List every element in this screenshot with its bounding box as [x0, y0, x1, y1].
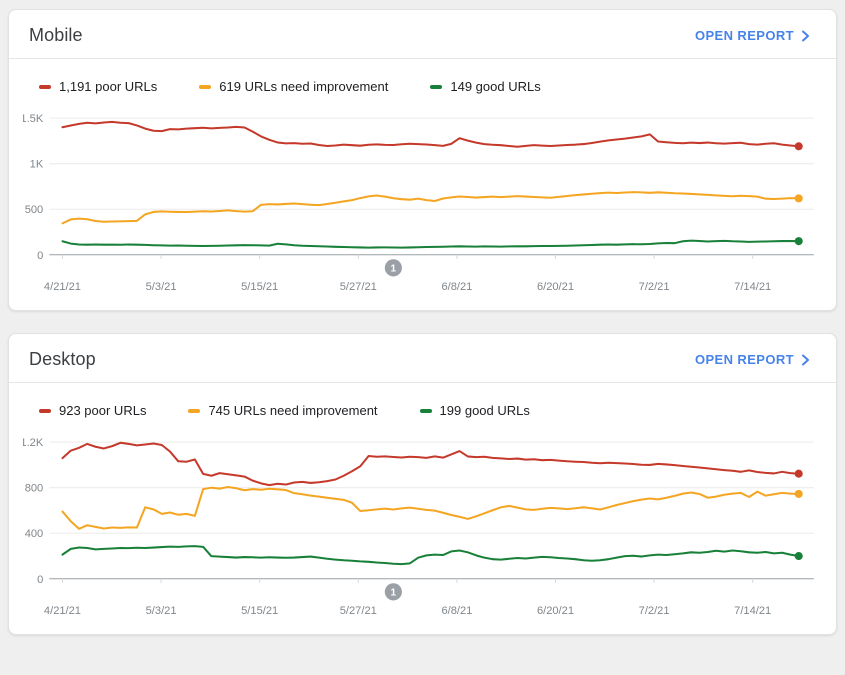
- legend-label: 199 good URLs: [439, 403, 530, 419]
- y-tick-label: 500: [25, 204, 44, 216]
- y-tick-label: 1.2K: [23, 437, 44, 449]
- x-tick-label: 7/2/21: [639, 605, 670, 617]
- mobile-card: Mobile OPEN REPORT 1,191 poor URLs 619 U…: [8, 9, 837, 312]
- good-line: [61, 239, 800, 249]
- x-tick-label: 4/21/21: [44, 281, 81, 293]
- poor-line: [61, 441, 800, 487]
- mobile-trend-chart[interactable]: 1.5K 1K 500 0 4/21/21 5/3/21 5/15/21 5/27/21 6/8…: [23, 102, 822, 296]
- open-report-label: OPEN REPORT: [694, 28, 794, 43]
- x-tick-label: 7/14/21: [734, 605, 771, 617]
- legend-label: 619 URLs need improvement: [219, 79, 389, 94]
- legend-item-needs-improvement[interactable]: 619 URLs need improvement: [199, 79, 388, 94]
- x-tick-label: 6/20/21: [537, 281, 574, 293]
- chevron-right-icon: [802, 354, 809, 366]
- legend-item-poor[interactable]: 1,191 poor URLs: [39, 79, 157, 94]
- desktop-card: Desktop OPEN REPORT 923 poor URLs 745 UR…: [8, 333, 837, 636]
- x-tick-label: 6/8/21: [441, 281, 472, 293]
- x-tick-label: 4/21/21: [44, 605, 81, 617]
- legend-item-needs-improvement[interactable]: 745 URLs need improvement: [188, 403, 378, 419]
- open-report-link[interactable]: OPEN REPORT: [695, 28, 810, 43]
- annotation-marker[interactable]: [384, 583, 402, 601]
- good-line: [61, 545, 800, 566]
- x-tick-label: 7/14/21: [734, 281, 771, 293]
- needs-improvement-end-dot: [794, 194, 803, 203]
- legend-item-poor[interactable]: 923 poor URLs: [39, 403, 146, 418]
- desktop-chart-area: 1.2K 800 400 0 4/21/21 5/3/21 5/15/21 5/27/21 6/…: [9, 424, 836, 634]
- good-line-swatch-icon: [430, 84, 443, 89]
- needs-improvement-line: [61, 486, 800, 531]
- annotation-marker[interactable]: [384, 259, 402, 277]
- legend-item-good[interactable]: 149 good URLs: [430, 79, 541, 94]
- x-tick-label: 5/27/21: [340, 281, 377, 293]
- y-tick-label: 0: [37, 250, 43, 262]
- open-report-label: OPEN REPORT: [694, 352, 794, 368]
- x-tick-label: 6/8/21: [441, 605, 472, 617]
- desktop-trend-chart[interactable]: 1.2K 800 400 0 4/21/21 5/3/21 5/15/21 5/27/21 6/…: [23, 426, 822, 620]
- x-tick-label: 5/15/21: [241, 281, 278, 293]
- page-title: Mobile: [29, 25, 83, 45]
- poor-line-swatch-icon: [39, 408, 51, 413]
- legend-label: 149 good URLs: [450, 79, 541, 94]
- y-tick-label: 800: [25, 483, 44, 495]
- mobile-legend: 1,191 poor URLs 619 URLs need improvemen…: [9, 59, 836, 100]
- open-report-link[interactable]: OPEN REPORT: [695, 352, 810, 367]
- y-tick-label: 400: [25, 528, 44, 540]
- poor-line-swatch-icon: [39, 84, 51, 89]
- x-tick-label: 7/2/21: [639, 281, 670, 293]
- y-tick-label: 1K: [30, 159, 44, 171]
- needs-improvement-line: [61, 191, 800, 225]
- mobile-chart-area: 1.5K 1K 500 0 4/21/21 5/3/21 5/15/21 5/27/21 6/8…: [9, 100, 836, 310]
- page-title: Desktop: [29, 349, 96, 370]
- good-end-dot: [794, 237, 803, 246]
- good-end-dot: [794, 552, 803, 561]
- poor-line: [61, 120, 800, 148]
- chevron-right-icon: [802, 30, 809, 41]
- desktop-legend: 923 poor URLs 745 URLs need improvement …: [9, 383, 836, 424]
- legend-label: 745 URLs need improvement: [208, 403, 378, 419]
- poor-end-dot: [794, 469, 803, 478]
- legend-label: 923 poor URLs: [59, 403, 147, 419]
- y-tick-label: 0: [37, 574, 43, 586]
- x-tick-label: 5/27/21: [340, 605, 377, 617]
- needs-improvement-end-dot: [794, 490, 803, 499]
- desktop-card-header: Desktop OPEN REPORT: [9, 334, 836, 382]
- x-tick-label: 5/3/21: [146, 281, 177, 293]
- y-tick-label: 1.5K: [23, 113, 44, 125]
- x-tick-label: 6/20/21: [537, 605, 574, 617]
- x-tick-label: 5/15/21: [241, 605, 278, 617]
- legend-item-good[interactable]: 199 good URLs: [419, 403, 530, 419]
- poor-end-dot: [794, 142, 803, 151]
- needs-improvement-line-swatch-icon: [199, 84, 212, 89]
- header-divider: [9, 58, 836, 59]
- annotation-marker-label: 1: [391, 264, 397, 275]
- needs-improvement-line-swatch-icon: [188, 408, 201, 413]
- x-tick-label: 5/3/21: [146, 605, 177, 617]
- good-line-swatch-icon: [419, 408, 432, 413]
- legend-label: 1,191 poor URLs: [59, 79, 158, 94]
- mobile-card-header: Mobile OPEN REPORT: [9, 10, 836, 58]
- annotation-marker-label: 1: [391, 588, 397, 599]
- header-divider: [9, 382, 836, 384]
